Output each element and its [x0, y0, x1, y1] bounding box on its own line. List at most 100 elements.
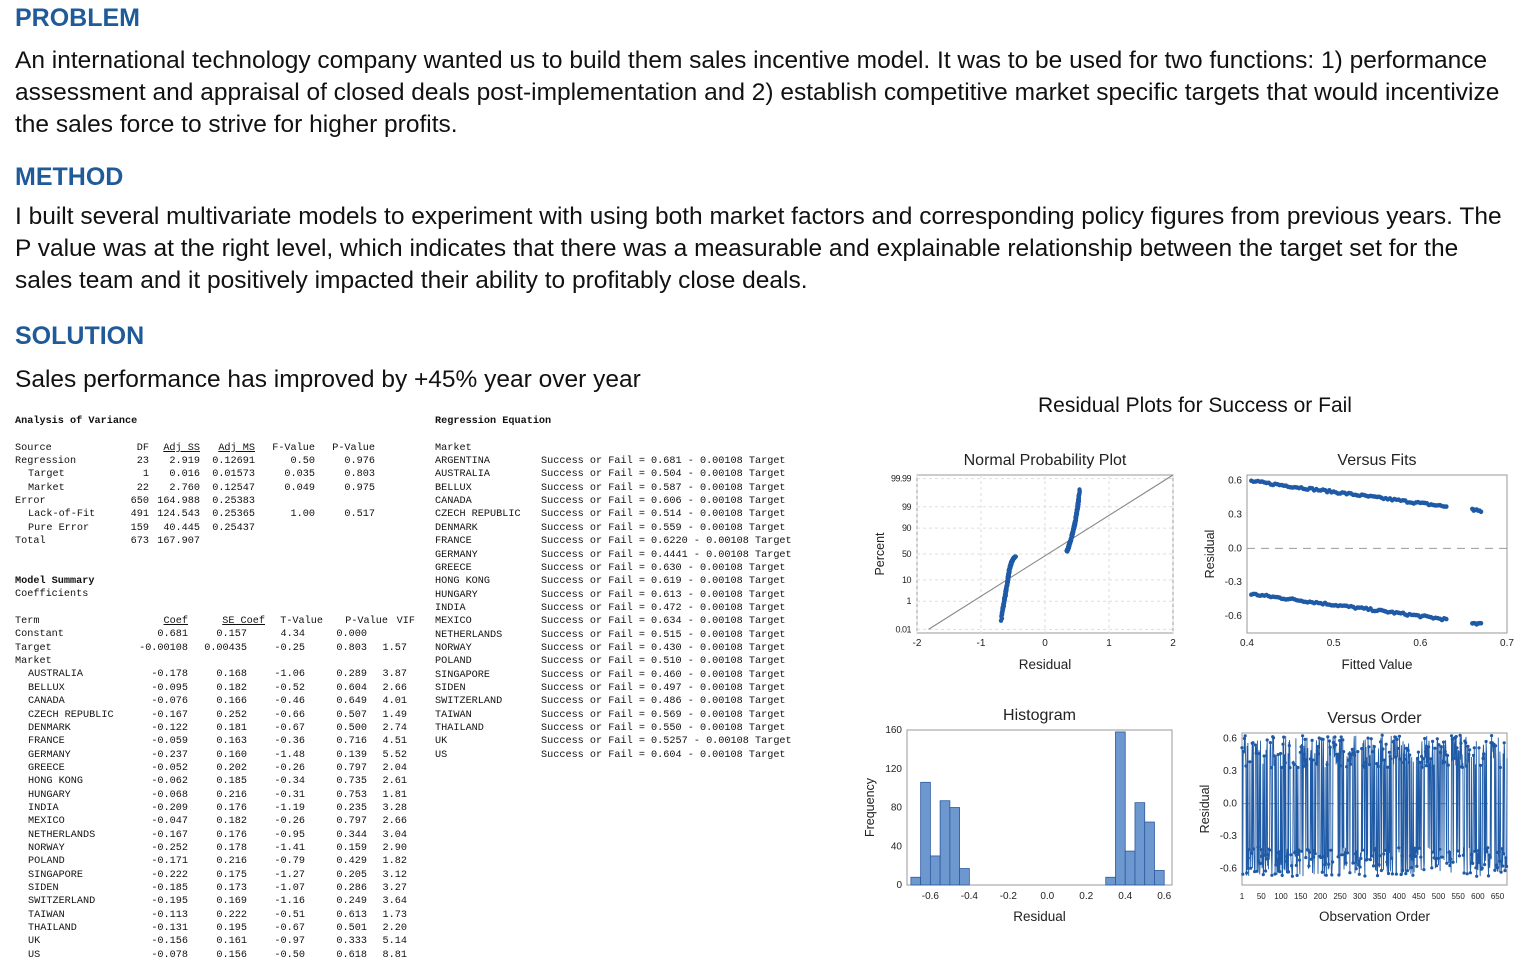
- data-point: [1252, 847, 1256, 851]
- data-point: [1398, 757, 1402, 761]
- anova-row: Regression 23 2.919 0.12691 0.50 0.976: [15, 456, 415, 469]
- data-point: [1242, 749, 1246, 753]
- coef-vif: 2.74: [382, 722, 407, 734]
- anova-df: 673: [130, 536, 149, 548]
- data-point: [1485, 850, 1489, 854]
- coef-row: GERMANY -0.237 0.160 -1.48 0.139 5.52: [15, 750, 415, 763]
- anova-header-cell: Adj MS: [218, 442, 255, 454]
- data-point: [1243, 734, 1247, 738]
- coef-p: 0.289: [336, 669, 367, 681]
- data-point: [1371, 864, 1376, 868]
- x-tick-label: 0.7: [1500, 638, 1514, 649]
- regression-market: NORWAY: [435, 642, 472, 654]
- anova-source: Lack-of-Fit: [28, 509, 96, 521]
- anova-adjss: 164.988: [157, 496, 200, 508]
- regression-equation: Success or Fail = 0.630 - 0.00108 Target: [541, 562, 786, 574]
- data-point: [1358, 865, 1362, 869]
- coefficients-subtitle: Coefficients: [15, 589, 415, 602]
- coef-value: -0.052: [151, 762, 188, 774]
- data-point: [1292, 762, 1296, 767]
- histogram-bar: [1105, 876, 1116, 886]
- coef-p: 0.613: [336, 909, 367, 921]
- data-point: [1255, 869, 1259, 873]
- coef-se: 0.216: [216, 789, 247, 801]
- data-point: [1502, 741, 1506, 745]
- data-point: [1290, 864, 1294, 868]
- coef-se: 0.00435: [204, 642, 247, 654]
- regression-market: BELLUX: [435, 482, 472, 494]
- anova-source: Error: [15, 496, 46, 508]
- data-point: [1310, 738, 1314, 742]
- data-point: [1275, 851, 1279, 855]
- coef-se: 0.202: [216, 762, 247, 774]
- coef-header-cell: P-Value: [345, 616, 388, 628]
- data-point: [1423, 736, 1427, 741]
- data-point: [1386, 765, 1390, 769]
- data-point: [1500, 847, 1504, 851]
- data-point: [1346, 758, 1350, 762]
- data-point: [1297, 858, 1302, 862]
- coef-value: -0.252: [151, 843, 188, 854]
- data-point: [1324, 873, 1328, 877]
- coef-term: Constant: [15, 629, 64, 641]
- y-tick-label: 1: [906, 596, 911, 606]
- x-tick-label: 0.4: [1240, 638, 1254, 649]
- data-point: [1371, 750, 1375, 754]
- data-point: [1368, 762, 1372, 767]
- data-point: [1421, 757, 1425, 761]
- anova-adjss: 2.760: [169, 482, 200, 494]
- data-point: [1013, 554, 1018, 559]
- data-point: [1287, 744, 1291, 748]
- anova-df: 159: [130, 522, 149, 534]
- x-axis-label: Fitted Value: [1341, 657, 1412, 672]
- data-point: [1401, 868, 1405, 873]
- x-tick-label: 200: [1314, 892, 1328, 901]
- regression-equation: Success or Fail = 0.497 - 0.00108 Target: [541, 683, 786, 694]
- x-axis-label: Observation Order: [1319, 909, 1431, 924]
- x-tick-label: 350: [1373, 892, 1387, 901]
- coef-t: -0.34: [274, 776, 305, 788]
- data-point: [1410, 857, 1414, 861]
- coef-se: 0.222: [216, 909, 247, 921]
- data-point: [1244, 764, 1248, 768]
- histogram-bar: [939, 800, 951, 886]
- data-point: [1417, 846, 1421, 850]
- coef-t: -0.36: [274, 736, 305, 748]
- data-point: [1336, 855, 1340, 859]
- data-point: [1268, 741, 1272, 745]
- anova-source: Pure Error: [28, 522, 90, 534]
- histogram-bar: [1154, 870, 1165, 886]
- data-point: [1382, 852, 1386, 856]
- coef-value: -0.047: [151, 816, 188, 828]
- data-point: [1481, 756, 1485, 761]
- coef-row: HUNGARY -0.068 0.216 -0.31 0.753 1.81: [15, 790, 415, 803]
- coef-vif: 3.28: [382, 802, 407, 814]
- coef-p: 0.716: [336, 736, 367, 748]
- data-point: [1329, 848, 1333, 852]
- data-point: [1403, 757, 1407, 761]
- regression-title: Regression Equation: [435, 416, 835, 429]
- data-point: [1505, 864, 1509, 868]
- regression-market: GERMANY: [435, 549, 478, 561]
- regression-market: DENMARK: [435, 522, 478, 534]
- regression-market: AUSTRALIA: [435, 469, 491, 481]
- data-point: [1352, 751, 1356, 755]
- coef-t: -1.48: [274, 749, 305, 761]
- data-point: [1453, 756, 1457, 760]
- data-point: [1475, 852, 1480, 856]
- data-point: [1444, 616, 1449, 622]
- coef-t: -0.51: [274, 909, 305, 921]
- data-point: [1478, 861, 1482, 865]
- data-point: [1445, 753, 1450, 758]
- coef-row: SIDEN -0.185 0.173 -1.07 0.286 3.27: [15, 883, 415, 896]
- coef-row: SINGAPORE -0.222 0.175 -1.27 0.205 3.12: [15, 870, 415, 883]
- coef-term: SWITZERLAND: [28, 896, 96, 908]
- data-point: [1266, 853, 1270, 857]
- coef-p: 0.235: [336, 802, 367, 814]
- data-point: [1327, 739, 1331, 743]
- coef-vif: 2.66: [382, 682, 407, 694]
- regression-row: POLAND Success or Fail = 0.510 - 0.00108 …: [435, 656, 835, 669]
- anova-adjms: 0.25383: [212, 496, 255, 508]
- regression-row: THAILAND Success or Fail = 0.550 - 0.0010…: [435, 723, 835, 736]
- regression-header-cell: Market: [435, 442, 472, 454]
